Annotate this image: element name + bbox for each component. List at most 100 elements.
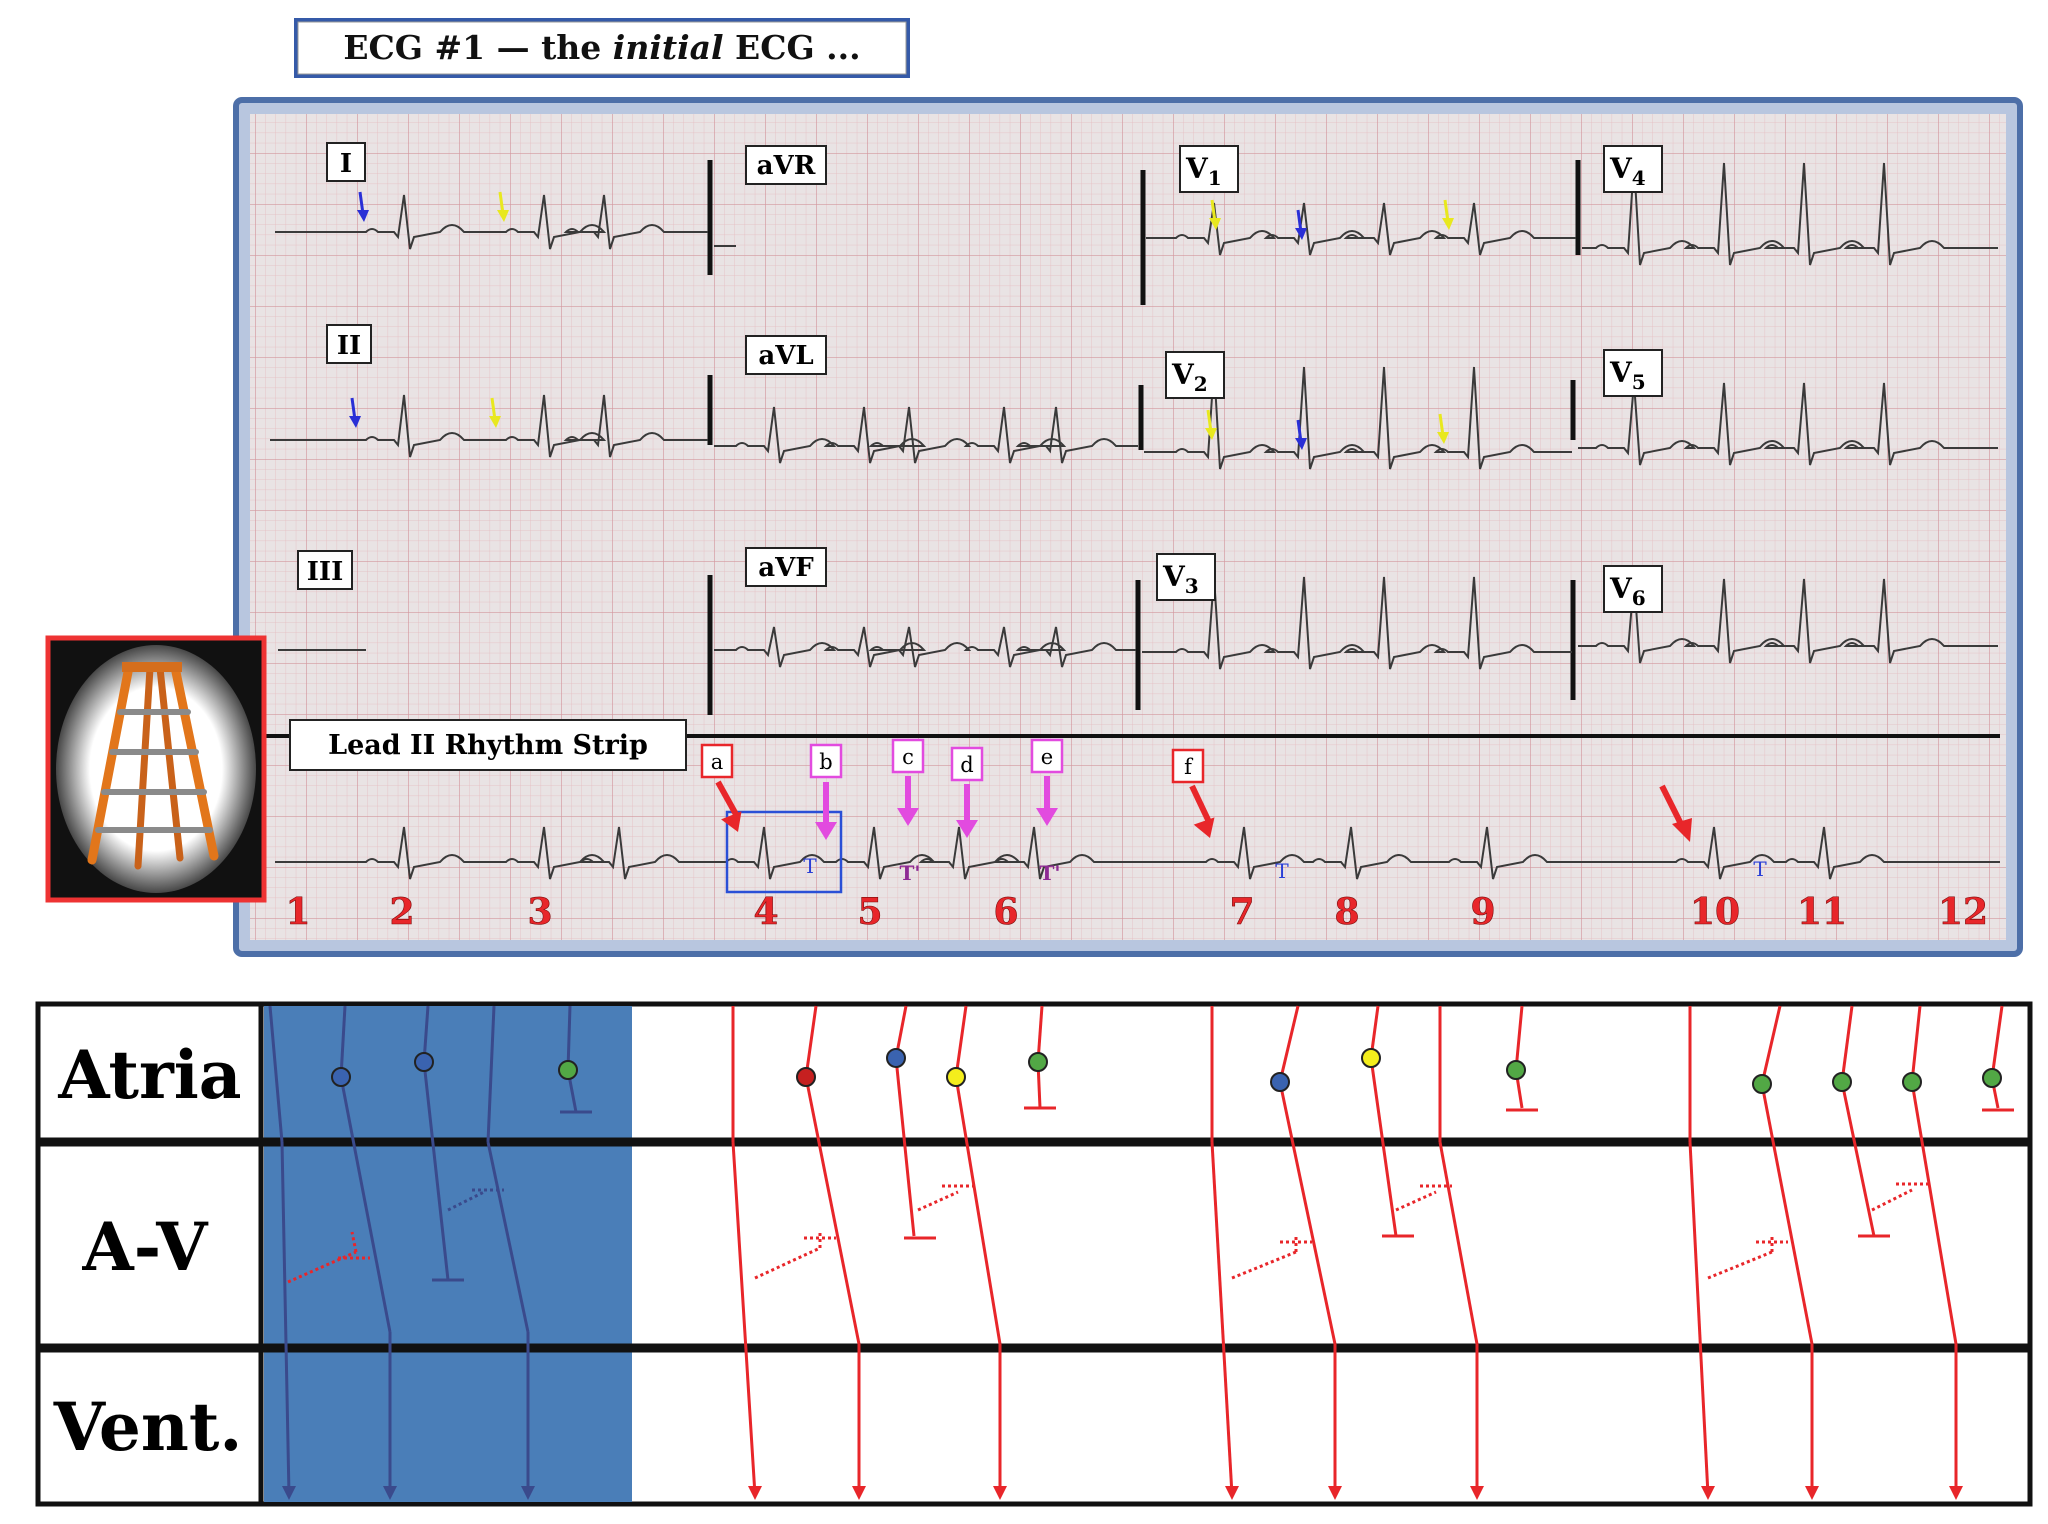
conduction-line — [1871, 1188, 1913, 1212]
p-wave-arrowhead — [349, 416, 361, 428]
lead-label-aVF: aVF — [745, 547, 827, 587]
conduction-line — [1369, 1057, 1398, 1237]
conduction-line — [917, 1190, 959, 1212]
trace-lead-V5 — [1578, 382, 1998, 466]
letter-marker-f: f — [1184, 755, 1194, 779]
trace-lead-V2 — [1144, 366, 1572, 470]
p-wave-dot — [886, 1048, 906, 1068]
trace-lead-V3 — [1142, 576, 1572, 670]
p-wave-dot — [558, 1060, 578, 1080]
beat-number-12: 12 — [1938, 891, 1988, 933]
beat-number-6: 6 — [993, 891, 1018, 933]
lead-label-I: I — [326, 142, 366, 182]
lead-label-V1: V1 — [1179, 145, 1239, 193]
letter-marker-d: d — [960, 753, 973, 777]
p-wave-dot — [796, 1067, 816, 1087]
conduction-line — [894, 1057, 916, 1237]
letter-marker-box — [950, 746, 984, 782]
red-arrow-shaft — [1659, 784, 1685, 828]
p-wave-dot — [331, 1067, 351, 1087]
ventricle-arrowhead — [383, 1486, 397, 1500]
conduction-line — [1210, 1141, 1234, 1496]
trace-lead-V6 — [1578, 578, 1998, 664]
trace-rhythm-strip — [275, 826, 2000, 880]
p-wave-dot — [1902, 1072, 1922, 1092]
ladder-row-label-atria: Atria — [57, 1036, 241, 1114]
ventricle-arrowhead — [1701, 1486, 1715, 1500]
lead-label-V4: V4 — [1603, 145, 1663, 193]
conduction-line — [486, 1005, 496, 1143]
p-wave-arrowhead — [1295, 228, 1307, 240]
ventricle-arrowhead — [1949, 1486, 1963, 1500]
letter-marker-box — [891, 738, 925, 774]
p-wave-arrowhead — [1437, 432, 1449, 444]
letter-arrow-shaft — [715, 780, 741, 820]
letter-arrowhead — [1193, 817, 1215, 838]
letter-marker-c: c — [902, 745, 914, 769]
ventricle-arrowhead — [852, 1486, 866, 1500]
beat-number-5: 5 — [857, 891, 882, 933]
ventricle-arrowhead — [1805, 1486, 1819, 1500]
letter-arrowhead — [721, 811, 742, 832]
svg-text:aVF: aVF — [758, 553, 814, 583]
conduction-line — [447, 1190, 485, 1212]
conduction-line — [1438, 1141, 1479, 1345]
ecg-panel — [233, 97, 2023, 957]
ventricle-arrowhead — [282, 1486, 296, 1500]
ladder-diagram: Atria A-V Vent. — [35, 1001, 2033, 1507]
svg-text:aVL: aVL — [758, 341, 813, 371]
trace-lead-aVL — [714, 406, 1138, 464]
conduction-line — [804, 1005, 818, 1078]
letter-marker-box — [1171, 748, 1205, 784]
conduction-line — [422, 1061, 450, 1281]
ladder-image-frame — [45, 635, 267, 903]
ventricle-arrowhead — [993, 1486, 1007, 1500]
conduction-line — [1278, 1081, 1337, 1345]
letter-arrowhead — [897, 808, 919, 826]
beat-number-11: 11 — [1797, 891, 1847, 933]
p-wave-dot — [1506, 1060, 1526, 1080]
ventricle-arrowhead — [1328, 1486, 1342, 1500]
rhythm-strip-label: Lead II Rhythm Strip — [328, 730, 648, 761]
conduction-line — [1760, 1005, 1782, 1085]
trace-lead-aVF — [714, 626, 1136, 668]
beat-number-3: 3 — [527, 891, 552, 933]
t-prime-label: T' — [899, 861, 920, 885]
letter-marker-box — [700, 743, 734, 779]
letter-marker-box — [1030, 738, 1064, 774]
lead-label-V6: V6 — [1603, 565, 1663, 613]
beat-number-1: 1 — [285, 891, 310, 933]
rhythm-strip-label-box: Lead II Rhythm Strip — [289, 719, 687, 771]
t-prime-label: T' — [1039, 861, 1060, 885]
svg-text:I: I — [340, 149, 352, 179]
conduction-lines — [268, 1005, 2014, 1500]
p-wave-arrowhead — [1442, 218, 1454, 230]
p-wave-dot — [946, 1067, 966, 1087]
conduction-line — [1910, 1081, 1958, 1345]
conduction-line — [339, 1005, 347, 1078]
letter-marker-box — [809, 743, 843, 779]
conduction-line — [1990, 1005, 2004, 1079]
conduction-line — [1760, 1083, 1814, 1345]
lead-labels: I II III aVR aVL aVF V1 V2 V3 V4 V5 V6 — [297, 142, 1663, 613]
conduction-line — [1278, 1005, 1300, 1083]
trace-lead-I — [275, 194, 708, 250]
p-wave-dot — [1832, 1072, 1852, 1092]
ventricle-arrowhead — [748, 1486, 762, 1500]
letter-arrowhead — [815, 822, 837, 840]
letter-marker-e: e — [1041, 745, 1053, 769]
conduction-line — [268, 1005, 284, 1143]
svg-text:V5: V5 — [1609, 356, 1646, 394]
conduction-line — [280, 1141, 291, 1496]
conduction-line — [566, 1005, 572, 1071]
svg-text:aVR: aVR — [757, 151, 816, 181]
conduction-line — [339, 1076, 392, 1333]
p-wave-arrowhead — [497, 210, 509, 222]
p-wave-dot — [1982, 1068, 2002, 1088]
red-arrowhead — [1672, 818, 1692, 842]
highlight-box — [725, 810, 843, 894]
letter-arrow-shaft — [1189, 784, 1213, 826]
ecg-traces — [270, 160, 2000, 880]
